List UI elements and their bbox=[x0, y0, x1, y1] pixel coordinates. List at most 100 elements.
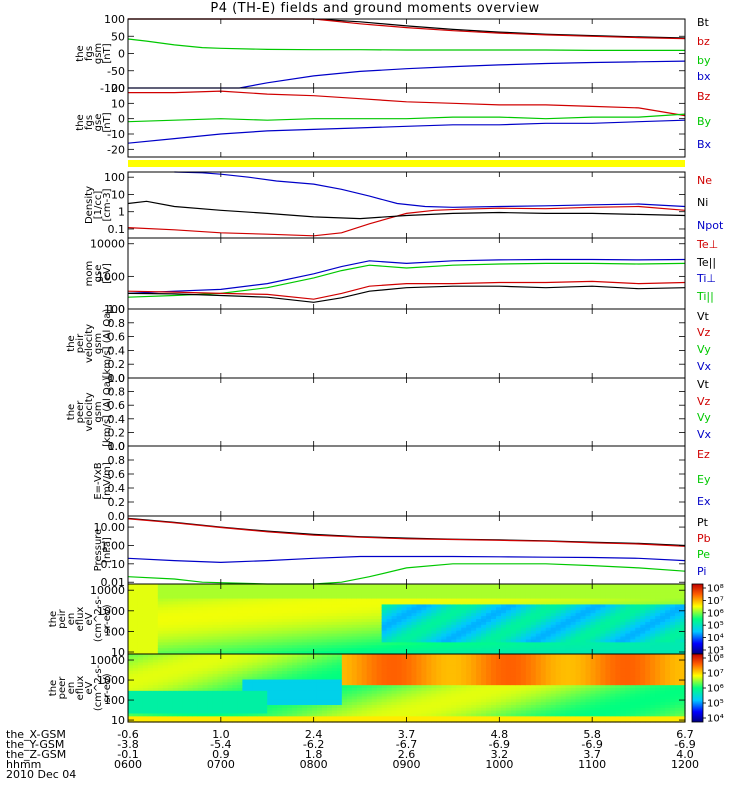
y-tick-label: 0.8 bbox=[108, 317, 126, 330]
y-tick-label: 0.6 bbox=[108, 468, 126, 481]
x-tick-label: 0.9 bbox=[212, 748, 230, 761]
series-line-Ne bbox=[127, 205, 686, 237]
y-tick-label: 0.0 bbox=[108, 510, 126, 523]
colorbar-tick-label: 10⁵ bbox=[707, 699, 724, 710]
y-tick-label: -100 bbox=[100, 82, 125, 95]
colorbar-tick-label: 10⁴ bbox=[707, 714, 724, 725]
y-tick-label: 1.0 bbox=[108, 372, 126, 385]
y-axis-label: the bbox=[66, 404, 77, 420]
legend-by: by bbox=[697, 54, 711, 67]
y-tick-label: 0.1 bbox=[108, 223, 126, 236]
y-axis-label: [eV] bbox=[102, 263, 113, 284]
legend-Ex: Ex bbox=[697, 495, 711, 508]
x-tick-label: 0800 bbox=[300, 758, 328, 771]
y-axis-label: [cm-3] bbox=[102, 188, 113, 221]
x-tick-label: 3.7 bbox=[398, 728, 416, 741]
x-tick-label: -6.9 bbox=[489, 738, 510, 751]
y-tick-label: 100 bbox=[104, 303, 125, 316]
legend-Bt: Bt bbox=[697, 16, 710, 29]
y-tick-label: 0.10 bbox=[101, 558, 126, 571]
fgs-gsm-frame bbox=[127, 18, 686, 89]
y-tick-label: 0.0 bbox=[108, 372, 126, 385]
y-axis-label: eV bbox=[84, 612, 95, 625]
y-tick-label: -20 bbox=[107, 143, 125, 156]
x-tick-label: 3.2 bbox=[491, 748, 509, 761]
y-tick-label: 0 bbox=[118, 113, 125, 126]
legend-Te||: Te|| bbox=[696, 256, 716, 269]
x-tick-label: 4.0 bbox=[676, 748, 694, 761]
y-axis-label: gsm bbox=[93, 43, 104, 64]
y-tick-label: 10 bbox=[111, 646, 125, 659]
x-tick-label: -6.2 bbox=[303, 738, 324, 751]
legend-bx: bx bbox=[697, 70, 711, 83]
x-tick-label: 1200 bbox=[671, 758, 699, 771]
x-axis-row-label: the_X-GSM bbox=[6, 728, 66, 741]
series-line-Ni bbox=[127, 200, 686, 220]
peir-en-eflux-colorbar bbox=[691, 583, 704, 655]
y-axis-label: sr-eV) bbox=[102, 673, 113, 702]
legend-Ti⊥: Ti⊥ bbox=[696, 272, 716, 285]
legend-Pb: Pb bbox=[697, 532, 711, 545]
y-axis-label: en bbox=[66, 682, 77, 695]
y-axis-label: the bbox=[75, 114, 86, 130]
series-line-Ti⊥ bbox=[127, 258, 686, 294]
colorbar-tick-label: 10⁶ bbox=[707, 684, 724, 695]
peer-velocity-frame bbox=[127, 377, 686, 447]
x-tick-label: -6.7 bbox=[396, 738, 417, 751]
x-tick-label: 0600 bbox=[114, 758, 142, 771]
x-tick-label: 0900 bbox=[393, 758, 421, 771]
legend-By: By bbox=[697, 115, 712, 128]
series-line-by bbox=[127, 38, 685, 52]
y-tick-label: 0.6 bbox=[108, 331, 126, 344]
y-tick-label: 10000 bbox=[90, 584, 125, 597]
y-axis-label: peer bbox=[75, 400, 86, 424]
y-tick-label: 100 bbox=[104, 171, 125, 184]
x-tick-label: 3.7 bbox=[583, 748, 601, 761]
y-axis-label: the bbox=[48, 611, 59, 627]
y-axis-label: eflux bbox=[75, 676, 86, 701]
legend-Pi: Pi bbox=[697, 565, 706, 578]
chart-title: P4 (TH-E) fields and ground moments over… bbox=[210, 1, 540, 16]
legend-Vz: Vz bbox=[697, 395, 711, 408]
y-tick-label: 10 bbox=[111, 188, 125, 201]
y-axis-label: the bbox=[48, 680, 59, 696]
legend-Pt: Pt bbox=[697, 516, 709, 529]
legend-Ti||: Ti|| bbox=[696, 290, 714, 303]
y-axis-label: [mV/m] bbox=[102, 462, 113, 500]
y-tick-label: 0.4 bbox=[108, 413, 126, 426]
legend-Ne: Ne bbox=[697, 174, 712, 187]
y-axis-label: (cm^2-s- bbox=[93, 664, 104, 711]
series-line-Pb bbox=[127, 518, 686, 547]
colorbar-tick-label: 10⁵ bbox=[707, 621, 724, 632]
x-axis-date: 2010 Dec 04 bbox=[6, 768, 76, 781]
y-tick-label: 1000 bbox=[97, 605, 125, 618]
legend-Vx: Vx bbox=[697, 428, 712, 441]
y-axis-label: Pressure bbox=[93, 529, 104, 572]
x-axis-row-label: the_Z-GSM bbox=[6, 748, 66, 761]
y-tick-label: 1.0 bbox=[108, 440, 126, 453]
series-line-Npot bbox=[174, 171, 686, 208]
peir-en-eflux-spectrogram bbox=[128, 584, 686, 655]
x-axis-row-label: hhmm bbox=[6, 758, 41, 771]
y-tick-label: -10 bbox=[107, 128, 125, 141]
colorbar-tick-label: 10⁸ bbox=[707, 584, 724, 595]
y-axis-label: eV bbox=[84, 681, 95, 694]
x-tick-label: -6.9 bbox=[674, 738, 695, 751]
x-tick-label: 5.8 bbox=[583, 728, 601, 741]
x-tick-label: 1.8 bbox=[305, 748, 323, 761]
colorbar-tick-label: 10⁸ bbox=[707, 654, 724, 665]
series-line-Pi bbox=[127, 555, 686, 564]
peer-en-eflux-colorbar bbox=[691, 653, 704, 723]
y-tick-label: 100 bbox=[104, 13, 125, 26]
y-tick-label: 1.00 bbox=[101, 539, 126, 552]
y-axis-label: peer bbox=[57, 676, 68, 700]
y-tick-label: 0.6 bbox=[108, 399, 126, 412]
legend-bz: bz bbox=[697, 35, 710, 48]
legend-Bz: Bz bbox=[697, 90, 711, 103]
y-axis-label: eflux bbox=[75, 607, 86, 632]
y-axis-label: [1/cc] bbox=[93, 191, 104, 220]
legend-Vt: Vt bbox=[697, 378, 710, 391]
y-axis-label: fgs bbox=[84, 46, 95, 61]
y-axis-label: [nT] bbox=[102, 43, 113, 63]
colorbar-tick-label: 10³ bbox=[707, 646, 724, 657]
